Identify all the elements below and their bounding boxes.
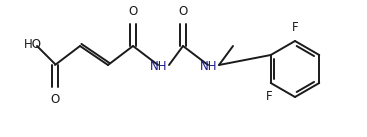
Text: O: O <box>178 5 188 18</box>
Text: NH: NH <box>200 59 218 72</box>
Text: F: F <box>292 21 298 34</box>
Text: F: F <box>265 90 272 103</box>
Text: HO: HO <box>24 38 42 52</box>
Text: O: O <box>50 93 59 106</box>
Text: O: O <box>128 5 138 18</box>
Text: NH: NH <box>150 59 168 72</box>
